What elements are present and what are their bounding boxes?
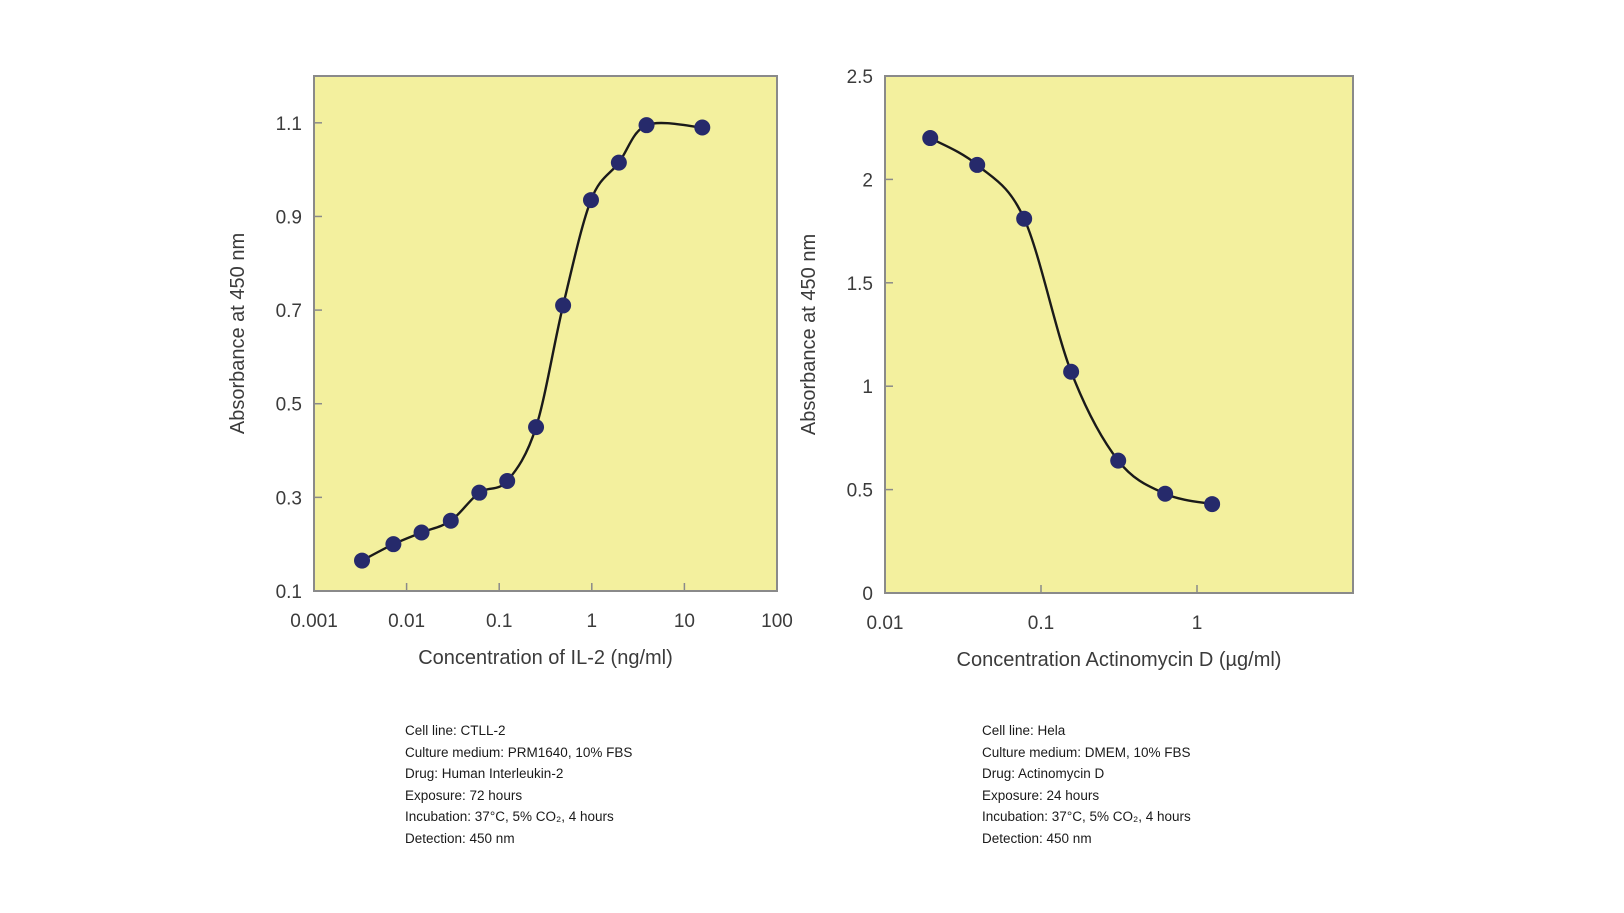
il2-chart: 0.1 0.3 0.5 0.7 0.9 1.1 0.001 0.01 0.1 1 10 100 Conc… — [227, 75, 793, 669]
actd-x-axis-title: Concentration Actinomycin D (µg/ml) — [957, 649, 1282, 671]
il2-x-tick-label: 0.001 — [290, 611, 338, 632]
il2-x-tick-label: 1 — [587, 611, 598, 632]
actd-y-tick-label: 0.5 — [847, 481, 873, 502]
il2-plot-area — [313, 75, 778, 592]
il2-data-point — [354, 552, 371, 569]
note-line: Exposure: 24 hours — [982, 787, 1100, 803]
il2-data-point — [638, 117, 655, 134]
il2-data-point — [442, 512, 459, 529]
il2-data-point — [610, 154, 627, 171]
il2-y-tick-label: 0.1 — [276, 582, 302, 603]
il2-y-tick-label: 0.9 — [276, 207, 302, 228]
actd-data-point — [1063, 363, 1080, 380]
il2-data-point — [471, 484, 488, 501]
il2-data-point — [694, 119, 711, 136]
actd-y-tick-label: 2 — [862, 170, 873, 191]
il2-x-tick-label: 0.1 — [486, 611, 512, 632]
il2-y-tick-label: 0.5 — [276, 395, 302, 416]
actd-x-tick-label: 1 — [1192, 613, 1203, 634]
il2-x-tick-label: 10 — [674, 611, 695, 632]
actd-x-tick-label: 0.1 — [1028, 613, 1054, 634]
right-experiment-notes: Cell line: Hela Culture medium: DMEM, 10… — [982, 720, 1191, 849]
il2-data-point — [413, 524, 430, 541]
il2-data-point — [555, 297, 572, 314]
il2-y-tick-label: 1.1 — [276, 114, 302, 135]
note-line: Detection: 450 nm — [405, 830, 515, 846]
il2-y-tick-label: 0.7 — [276, 301, 302, 322]
note-line: Exposure: 72 hours — [405, 787, 523, 803]
actd-y-axis-title: Absorbance at 450 nm — [798, 234, 820, 435]
actd-data-point — [969, 156, 986, 173]
il2-x-tick-label: 0.01 — [388, 611, 425, 632]
il2-y-axis-title: Absorbance at 450 nm — [227, 233, 249, 434]
actd-data-point — [1204, 496, 1221, 513]
note-line: Drug: Actinomycin D — [982, 766, 1105, 781]
left-experiment-notes: Cell line: CTLL-2 Culture medium: PRM164… — [405, 720, 632, 849]
note-line: Detection: 450 nm — [982, 830, 1092, 846]
actd-y-tick-label: 2.5 — [847, 67, 873, 88]
note-line: Culture medium: PRM1640, 10% FBS — [405, 744, 633, 760]
actd-data-point — [1157, 485, 1174, 502]
actd-chart: 0 0.5 1 1.5 2 2.5 0.01 0.1 1 Concentration Actino… — [798, 67, 1354, 671]
note-line: Culture medium: DMEM, 10% FBS — [982, 744, 1191, 760]
actd-x-tick-label: 0.01 — [867, 613, 904, 634]
note-line: Cell line: CTLL-2 — [405, 723, 506, 738]
actd-plot-area — [884, 75, 1354, 594]
actd-data-point — [1016, 210, 1033, 227]
actd-data-point — [1110, 452, 1127, 469]
il2-data-point — [528, 419, 545, 436]
note-line: Incubation: 37°C, 5% CO₂, 4 hours — [982, 809, 1191, 824]
il2-y-tick-label: 0.3 — [276, 488, 302, 509]
actd-data-point — [922, 130, 939, 147]
note-line: Cell line: Hela — [982, 723, 1066, 738]
il2-data-point — [499, 472, 516, 489]
il2-x-axis-title: Concentration of IL-2 (ng/ml) — [418, 647, 673, 669]
actd-y-tick-label: 1 — [862, 377, 873, 398]
il2-data-point — [582, 192, 599, 209]
actd-y-tick-label: 0 — [862, 584, 873, 605]
note-line: Drug: Human Interleukin-2 — [405, 766, 564, 781]
note-line: Incubation: 37°C, 5% CO₂, 4 hours — [405, 809, 614, 824]
actd-y-tick-label: 1.5 — [847, 274, 873, 295]
il2-x-tick-label: 100 — [761, 611, 793, 632]
il2-data-point — [385, 536, 402, 553]
